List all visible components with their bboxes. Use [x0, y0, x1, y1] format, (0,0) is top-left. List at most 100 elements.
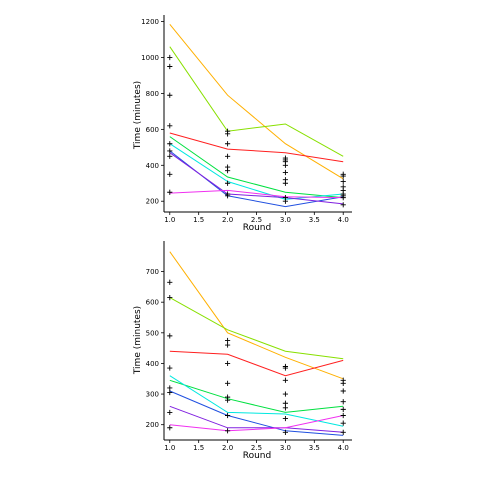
- bottom-chart-y-tick-label: 600: [146, 299, 159, 307]
- bottom-chart-series-line-3: [169, 350, 344, 377]
- top-chart-data-point: [167, 148, 173, 154]
- top-chart-series-line-8: [169, 189, 344, 199]
- top-chart-series-line-3: [169, 132, 344, 163]
- top-chart-y-tick-label: 1200: [141, 18, 159, 26]
- bottom-chart-data-point: [167, 425, 173, 431]
- top-chart-points: [167, 54, 346, 208]
- top-chart-x-tick-label: 2.0: [222, 216, 233, 224]
- top-chart-y-tick-label: 600: [146, 126, 159, 134]
- top-chart-data-point: [167, 141, 173, 147]
- bottom-chart-series-line-5: [169, 375, 344, 427]
- top-chart-data-point: [282, 162, 289, 168]
- top-chart-data-point: [340, 195, 346, 201]
- top-chart-series: [169, 23, 344, 208]
- bottom-chart-x-axis-title: Round: [243, 451, 271, 461]
- bottom-chart-data-point: [167, 385, 173, 391]
- top-chart-series-line-4: [169, 136, 344, 199]
- bottom-chart-x-tick-label: 1.5: [193, 444, 204, 452]
- top-chart-data-point: [224, 153, 231, 159]
- bottom-chart-data-point: [224, 380, 231, 386]
- bottom-chart-data-point: [167, 333, 173, 339]
- top-chart-y-tick-label: 200: [146, 198, 159, 206]
- bottom-chart-x-tick-label: 2.5: [251, 444, 262, 452]
- top-chart-data-point: [167, 123, 173, 129]
- top-chart-data-point: [340, 173, 346, 179]
- bottom-chart-data-point: [224, 342, 231, 348]
- bottom-chart-series-line-1: [169, 251, 344, 380]
- top-chart-x-tick-label: 1.5: [193, 216, 204, 224]
- top-chart-y-axis-title: Time (minutes): [133, 81, 143, 150]
- bottom-chart-data-point: [282, 377, 289, 383]
- top-chart-data-point: [167, 92, 173, 98]
- top-chart-data-point: [224, 131, 231, 137]
- top-chart-series-line-2: [169, 46, 344, 157]
- top-chart-panel: 1.0 1.5 2.0 2.5 3.0 3.5 4.0 200 400 600 800 1000 120…: [133, 15, 352, 233]
- bottom-chart-points: [167, 279, 346, 435]
- bottom-chart-data-point: [340, 388, 346, 394]
- bottom-chart-data-point: [282, 391, 289, 397]
- bottom-chart-series-line-6: [169, 390, 344, 436]
- bottom-chart-y-tick-label: 500: [146, 329, 159, 337]
- bottom-chart-x-tick-label: 3.0: [280, 444, 291, 452]
- top-chart-data-point: [282, 169, 289, 176]
- bottom-chart-y-tick-label: 200: [146, 421, 159, 429]
- top-chart-x-tick-label: 4.0: [338, 216, 349, 224]
- bottom-chart-data-point: [167, 294, 173, 301]
- bottom-chart-series-line-2: [169, 297, 344, 360]
- bottom-chart-data-point: [340, 399, 346, 405]
- top-chart-x-axis-title: Round: [243, 223, 271, 233]
- bottom-chart-data-point: [224, 337, 231, 344]
- top-chart-data-point: [282, 198, 289, 204]
- top-chart-data-point: [340, 178, 346, 185]
- top-chart-data-point: [282, 180, 289, 186]
- bottom-chart-x-tick-label: 3.5: [309, 444, 320, 452]
- bottom-chart-data-point: [167, 365, 173, 371]
- bottom-chart-series-line-7: [169, 405, 344, 433]
- top-chart-series-line-6: [169, 150, 344, 208]
- bottom-chart-y-tick-label: 400: [146, 360, 159, 368]
- top-chart-x-tick-label: 2.5: [251, 216, 262, 224]
- bottom-chart-x-tick-label: 2.0: [222, 444, 233, 452]
- top-chart-data-point: [167, 63, 173, 70]
- bottom-chart-data-point: [224, 397, 231, 403]
- top-chart-data-point: [340, 202, 346, 208]
- top-chart-data-point: [167, 153, 173, 159]
- bottom-chart-series: [169, 251, 344, 436]
- bottom-chart-data-point: [224, 412, 231, 419]
- top-chart-y-tick-label: 400: [146, 162, 159, 170]
- top-chart-data-point: [224, 193, 231, 199]
- bottom-chart-panel: 1.0 1.5 2.0 2.5 3.0 3.5 4.0200300400500600700 …: [133, 241, 352, 461]
- top-chart-x-tick-label: 3.5: [309, 216, 320, 224]
- bottom-chart-series-line-4: [169, 379, 344, 413]
- top-chart-data-point: [167, 189, 173, 195]
- bottom-chart-data-point: [282, 415, 289, 422]
- top-chart-series-line-1: [169, 23, 344, 180]
- bottom-chart-data-point: [167, 279, 173, 285]
- bottom-chart-data-point: [282, 400, 289, 406]
- top-chart-x-tick-label: 1.0: [164, 216, 175, 224]
- bottom-chart-data-point: [282, 365, 289, 371]
- bottom-chart-data-point: [167, 409, 173, 416]
- top-chart-data-point: [224, 141, 231, 147]
- bottom-chart-data-point: [167, 389, 173, 396]
- bottom-chart-data-point: [340, 429, 346, 435]
- top-chart-y-tick-label: 800: [146, 90, 159, 98]
- bottom-chart-axes: 1.0 1.5 2.0 2.5 3.0 3.5 4.0 200 300 400 500 600 700: [146, 241, 352, 452]
- bottom-chart-data-point: [340, 420, 346, 426]
- bottom-chart-data-point: [340, 380, 346, 386]
- bottom-chart-y-tick-label: 700: [146, 268, 159, 276]
- bottom-chart-y-axis-title: Time (minutes): [133, 306, 143, 375]
- bottom-chart-y-tick-label: 300: [146, 391, 159, 399]
- top-chart-data-point: [224, 180, 231, 186]
- top-chart-data-point: [167, 54, 173, 61]
- bottom-chart-data-point: [282, 429, 289, 435]
- top-chart-axes: 1.0 1.5 2.0 2.5 3.0 3.5 4.0 200 400 600 800 1000 120…: [141, 15, 352, 224]
- top-chart-data-point: [224, 168, 231, 174]
- bottom-chart-data-point: [224, 428, 231, 434]
- bottom-chart-x-tick-label: 1.0: [164, 444, 175, 452]
- bottom-chart-x-tick-label: 4.0: [338, 444, 349, 452]
- top-chart-data-point: [167, 171, 173, 177]
- top-chart-x-tick-label: 3.0: [280, 216, 291, 224]
- bottom-chart-data-point: [282, 405, 289, 411]
